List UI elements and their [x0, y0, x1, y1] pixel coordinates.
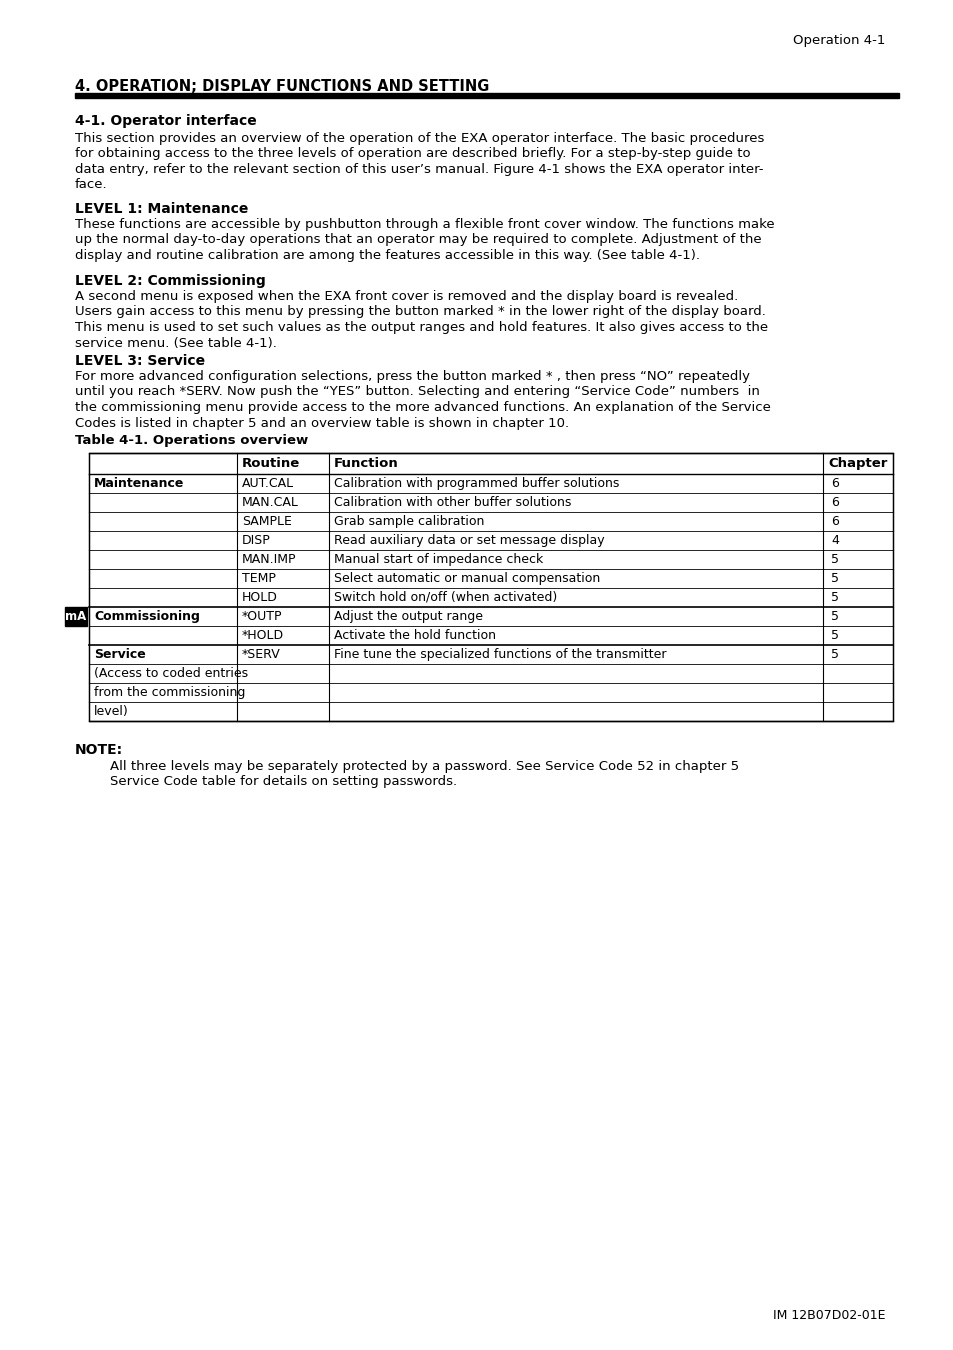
- Text: These functions are accessible by pushbutton through a flexible front cover wind: These functions are accessible by pushbu…: [75, 217, 774, 231]
- Text: the commissioning menu provide access to the more advanced functions. An explana: the commissioning menu provide access to…: [75, 401, 770, 414]
- Text: 4-1. Operator interface: 4-1. Operator interface: [75, 113, 256, 128]
- Text: A second menu is exposed when the EXA front cover is removed and the display boa: A second menu is exposed when the EXA fr…: [75, 290, 738, 302]
- Text: All three levels may be separately protected by a password. See Service Code 52 : All three levels may be separately prote…: [110, 760, 739, 774]
- Text: NOTE:: NOTE:: [75, 743, 123, 757]
- Text: LEVEL 2: Commissioning: LEVEL 2: Commissioning: [75, 274, 266, 288]
- Text: 6: 6: [830, 477, 838, 490]
- Bar: [75, 93, 898, 99]
- Text: Table 4-1. Operations overview: Table 4-1. Operations overview: [75, 433, 308, 447]
- Text: Maintenance: Maintenance: [94, 477, 184, 490]
- Text: 5: 5: [830, 610, 838, 622]
- Text: HOLD: HOLD: [242, 591, 277, 603]
- Text: 5: 5: [830, 572, 838, 585]
- Text: data entry, refer to the relevant section of this user’s manual. Figure 4-1 show: data entry, refer to the relevant sectio…: [75, 163, 762, 176]
- Text: Activate the hold function: Activate the hold function: [334, 629, 496, 643]
- Text: Operation 4-1: Operation 4-1: [792, 34, 884, 47]
- Text: Calibration with other buffer solutions: Calibration with other buffer solutions: [334, 495, 571, 509]
- Text: IM 12B07D02-01E: IM 12B07D02-01E: [773, 1310, 885, 1322]
- Text: TEMP: TEMP: [242, 572, 275, 585]
- Text: Read auxiliary data or set message display: Read auxiliary data or set message displ…: [334, 535, 604, 547]
- Text: 4. OPERATION; DISPLAY FUNCTIONS AND SETTING: 4. OPERATION; DISPLAY FUNCTIONS AND SETT…: [75, 80, 489, 94]
- Text: Service Code table for details on setting passwords.: Service Code table for details on settin…: [110, 775, 456, 788]
- Text: up the normal day-to-day operations that an operator may be required to complete: up the normal day-to-day operations that…: [75, 234, 760, 247]
- Text: mA: mA: [66, 610, 87, 622]
- Text: AUT.CAL: AUT.CAL: [242, 477, 294, 490]
- Text: 5: 5: [830, 591, 838, 603]
- Text: face.: face.: [75, 178, 108, 192]
- Text: 5: 5: [830, 648, 838, 662]
- Text: Switch hold on/off (when activated): Switch hold on/off (when activated): [334, 591, 557, 603]
- Text: 5: 5: [830, 554, 838, 566]
- Text: from the commissioning: from the commissioning: [94, 686, 245, 699]
- Text: MAN.IMP: MAN.IMP: [242, 554, 296, 566]
- Bar: [89, 454, 892, 721]
- Text: 5: 5: [830, 629, 838, 643]
- Text: This menu is used to set such values as the output ranges and hold features. It : This menu is used to set such values as …: [75, 321, 767, 333]
- Text: *OUTP: *OUTP: [242, 610, 282, 622]
- Bar: [65, 608, 87, 626]
- Text: SAMPLE: SAMPLE: [242, 514, 292, 528]
- Text: 4: 4: [830, 535, 838, 547]
- Text: Chapter: Chapter: [827, 458, 886, 470]
- Text: service menu. (See table 4-1).: service menu. (See table 4-1).: [75, 336, 276, 350]
- Text: Routine: Routine: [242, 458, 300, 470]
- Text: *SERV: *SERV: [242, 648, 280, 662]
- Text: Function: Function: [334, 458, 398, 470]
- Text: Service: Service: [94, 648, 146, 662]
- Text: 6: 6: [830, 514, 838, 528]
- Text: Adjust the output range: Adjust the output range: [334, 610, 482, 622]
- Text: 6: 6: [830, 495, 838, 509]
- Text: LEVEL 1: Maintenance: LEVEL 1: Maintenance: [75, 202, 248, 216]
- Text: This section provides an overview of the operation of the EXA operator interface: This section provides an overview of the…: [75, 132, 763, 144]
- Text: Calibration with programmed buffer solutions: Calibration with programmed buffer solut…: [334, 477, 618, 490]
- Text: for obtaining access to the three levels of operation are described briefly. For: for obtaining access to the three levels…: [75, 147, 750, 161]
- Text: Commissioning: Commissioning: [94, 610, 200, 622]
- Text: until you reach *SERV. Now push the “YES” button. Selecting and entering “Servic: until you reach *SERV. Now push the “YES…: [75, 386, 760, 398]
- Text: DISP: DISP: [242, 535, 271, 547]
- Text: Codes is listed in chapter 5 and an overview table is shown in chapter 10.: Codes is listed in chapter 5 and an over…: [75, 417, 569, 429]
- Text: Fine tune the specialized functions of the transmitter: Fine tune the specialized functions of t…: [334, 648, 666, 662]
- Text: (Access to coded entries: (Access to coded entries: [94, 667, 248, 680]
- Text: Users gain access to this menu by pressing the button marked * in the lower righ: Users gain access to this menu by pressi…: [75, 305, 765, 319]
- Text: Manual start of impedance check: Manual start of impedance check: [334, 554, 542, 566]
- Text: *HOLD: *HOLD: [242, 629, 284, 643]
- Text: LEVEL 3: Service: LEVEL 3: Service: [75, 354, 205, 369]
- Text: Grab sample calibration: Grab sample calibration: [334, 514, 484, 528]
- Text: MAN.CAL: MAN.CAL: [242, 495, 298, 509]
- Text: For more advanced configuration selections, press the button marked * , then pre: For more advanced configuration selectio…: [75, 370, 749, 383]
- Text: level): level): [94, 705, 129, 718]
- Text: display and routine calibration are among the features accessible in this way. (: display and routine calibration are amon…: [75, 248, 700, 262]
- Text: Select automatic or manual compensation: Select automatic or manual compensation: [334, 572, 599, 585]
